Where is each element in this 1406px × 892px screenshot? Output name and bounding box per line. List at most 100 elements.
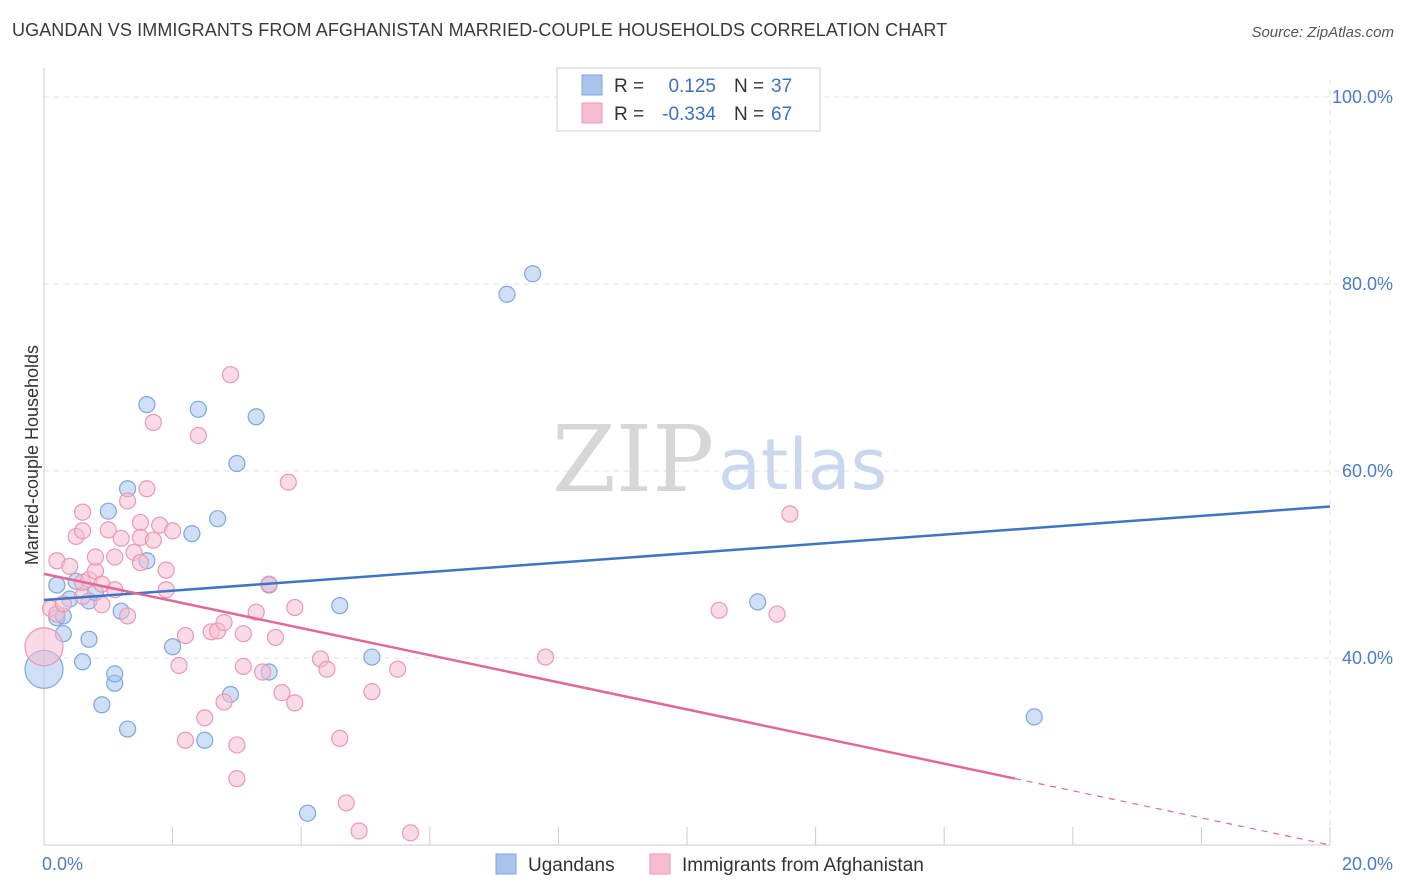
bottom-legend-swatch-ugandans (495, 853, 517, 875)
trend-line-ugandans (43, 505, 1331, 602)
point-afghanistan-41 (215, 693, 233, 711)
point-afghanistan-33 (170, 656, 188, 675)
point-afghanistan-7 (73, 522, 92, 540)
point-afghanistan-19 (112, 529, 130, 547)
point-afghanistan-50 (273, 683, 291, 702)
legend-swatch-afghanistan (581, 102, 603, 124)
point-afghanistan-42 (228, 770, 246, 788)
legend-swatch-ugandans (581, 74, 603, 96)
point-afghanistan-55 (318, 660, 336, 678)
point-ugandans-31 (331, 597, 349, 615)
point-ugandans-21 (183, 525, 201, 543)
point-afghanistan-59 (363, 683, 381, 701)
point-ugandans-19 (138, 396, 156, 414)
point-afghanistan-58 (350, 822, 368, 840)
point-afghanistan-35 (176, 731, 195, 749)
point-ugandans-16 (118, 720, 137, 738)
bottom-legend-swatch-afghanistan (649, 853, 671, 875)
y-axis-label: Married-couple Households (22, 345, 42, 565)
data-points (24, 265, 1043, 842)
point-afghanistan-14 (93, 596, 111, 614)
y-tick-label-2: 60.0% (1342, 461, 1393, 481)
legend-r-label-1: R = (614, 104, 644, 125)
point-ugandans-36 (1025, 708, 1043, 726)
point-afghanistan-44 (234, 657, 252, 676)
trend-line-afghanistan (43, 572, 1016, 780)
point-afghanistan-20 (118, 607, 137, 625)
point-afghanistan-46 (247, 603, 265, 621)
point-ugandans-14 (106, 665, 124, 683)
point-afghanistan-34 (176, 626, 195, 645)
legend-n-value-0: 37 (771, 76, 792, 97)
point-afghanistan-61 (401, 824, 420, 842)
chart-title: UGANDAN VS IMMIGRANTS FROM AFGHANISTAN M… (12, 20, 948, 40)
bottom-legend-label-afghanistan: Immigrants from Afghanistan (682, 855, 924, 876)
point-ugandans-20 (164, 638, 182, 656)
point-afghanistan-64 (768, 605, 786, 623)
legend-r-label-0: R = (614, 76, 644, 97)
point-afghanistan-24 (131, 554, 150, 572)
x-tick-label-0: 0.0% (42, 854, 83, 874)
point-afghanistan-28 (144, 531, 162, 549)
point-ugandans-30 (299, 804, 317, 822)
correlation-legend: R = 0.125 N = 37 R = -0.334 N = 67 (556, 67, 821, 132)
point-ugandans-32 (363, 648, 381, 666)
point-ugandans-26 (228, 454, 246, 473)
trend-lines (43, 505, 1331, 846)
point-ugandans-2 (48, 576, 66, 594)
legend-r-value-0: 0.125 (668, 76, 716, 97)
legend-n-label-1: N = (734, 104, 764, 125)
bottom-legend-label-ugandans: Ugandans (528, 855, 615, 876)
y-tick-label-3: 40.0% (1342, 648, 1393, 668)
point-afghanistan-45 (234, 625, 252, 643)
point-afghanistan-26 (138, 480, 156, 498)
tick-labels: 100.0% 80.0% 60.0% 40.0% 0.0% 20.0% (42, 87, 1393, 874)
point-ugandans-24 (209, 510, 227, 528)
point-ugandans-7 (73, 653, 92, 671)
point-afghanistan-62 (536, 648, 555, 666)
point-afghanistan-65 (221, 366, 240, 384)
point-ugandans-11 (93, 696, 111, 714)
point-afghanistan-36 (189, 426, 207, 445)
point-afghanistan-57 (337, 794, 355, 812)
point-afghanistan-21 (118, 492, 137, 510)
watermark-atlas: atlas (718, 424, 887, 506)
point-afghanistan-40 (215, 613, 233, 632)
point-ugandans-35 (749, 593, 767, 611)
point-afghanistan-18 (106, 548, 124, 566)
axes (43, 68, 1331, 846)
legend-n-label-0: N = (734, 76, 764, 97)
x-tick-label-1: 20.0% (1342, 854, 1393, 874)
source-label: Source: ZipAtlas.com (1251, 24, 1394, 41)
trend-line-afghanistan-extension (1014, 777, 1331, 846)
point-afghanistan-13 (86, 548, 105, 566)
point-afghanistan-66 (781, 505, 799, 523)
series-legend: Ugandans Immigrants from Afghanistan (495, 853, 924, 876)
point-afghanistan-49 (266, 628, 285, 647)
point-afghanistan-10 (73, 503, 92, 521)
point-afghanistan-37 (196, 709, 214, 727)
point-afghanistan-53 (286, 598, 304, 617)
point-ugandans-22 (189, 400, 207, 418)
point-afghanistan-52 (286, 694, 304, 712)
point-afghanistan-60 (389, 660, 407, 678)
watermark: ZIP atlas (552, 406, 887, 513)
point-afghanistan-5 (61, 557, 79, 575)
point-afghanistan-56 (331, 729, 349, 748)
point-afghanistan-23 (131, 513, 150, 532)
point-ugandans-9 (80, 630, 98, 648)
point-ugandans-23 (196, 731, 214, 749)
legend-n-value-1: 67 (771, 104, 792, 125)
point-afghanistan-16 (99, 521, 117, 539)
point-ugandans-33 (498, 285, 516, 303)
point-ugandans-34 (524, 265, 542, 283)
point-afghanistan-47 (254, 663, 272, 681)
point-afghanistan-27 (144, 413, 162, 431)
y-tick-label-1: 80.0% (1342, 274, 1393, 294)
watermark-zip: ZIP (552, 406, 714, 513)
point-afghanistan-30 (157, 561, 175, 579)
point-afghanistan-32 (164, 522, 182, 540)
point-afghanistan-51 (279, 473, 297, 491)
point-ugandans-27 (247, 408, 265, 426)
